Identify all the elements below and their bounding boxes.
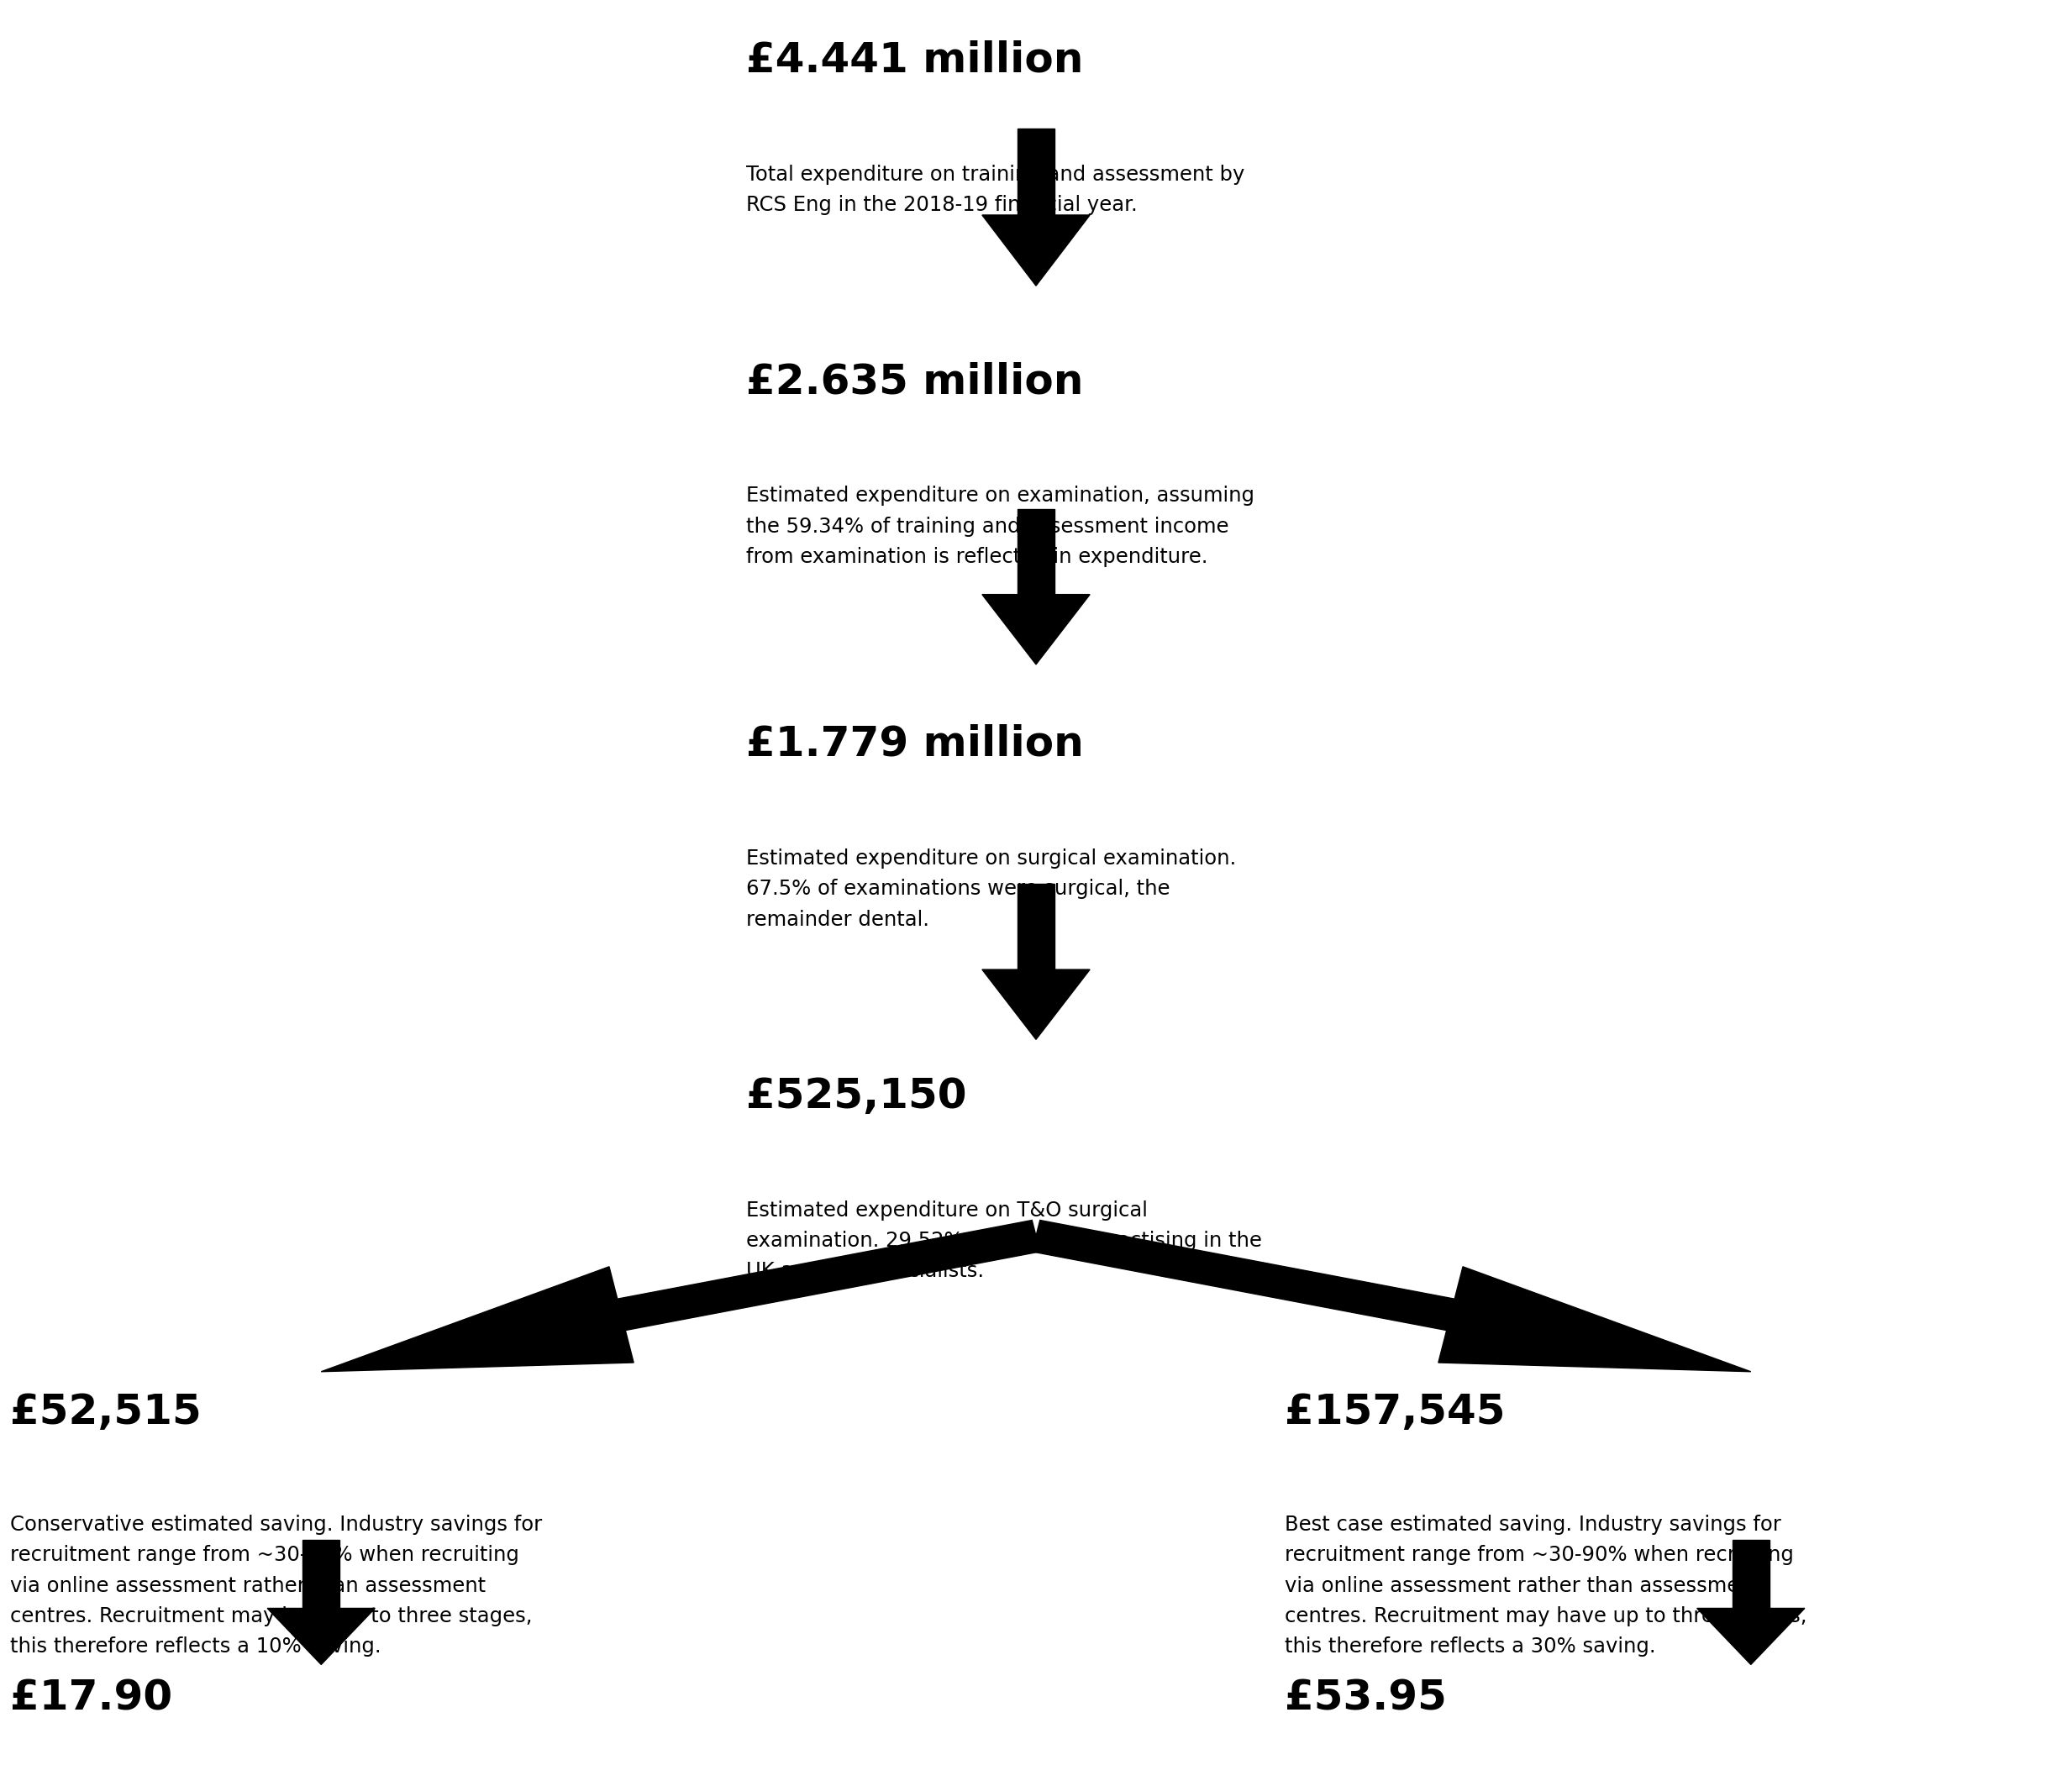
Text: £53.95: £53.95	[1285, 1677, 1446, 1718]
Text: £2.635 million: £2.635 million	[746, 361, 1084, 402]
Text: £17.90: £17.90	[10, 1677, 172, 1718]
Bar	[1732, 1540, 1769, 1607]
Polygon shape	[1697, 1607, 1805, 1665]
Text: Best case estimated saving. Industry savings for
recruitment range from ~30-90% : Best case estimated saving. Industry sav…	[1285, 1515, 1807, 1657]
Polygon shape	[982, 595, 1090, 664]
Text: Estimated expenditure on examination, assuming
the 59.34% of training and assess: Estimated expenditure on examination, as…	[746, 486, 1254, 566]
Polygon shape	[617, 1220, 1040, 1331]
Bar	[1017, 884, 1055, 970]
Polygon shape	[1032, 1220, 1455, 1331]
Polygon shape	[982, 970, 1090, 1039]
Polygon shape	[1438, 1266, 1751, 1372]
Text: Estimated expenditure on T&O surgical
examination. 29.52% of surgeons practising: Estimated expenditure on T&O surgical ex…	[746, 1200, 1262, 1281]
Polygon shape	[267, 1607, 375, 1665]
Text: £1.779 million: £1.779 million	[746, 723, 1084, 764]
Text: Total expenditure on training and assessment by
RCS Eng in the 2018-19 financial: Total expenditure on training and assess…	[746, 164, 1245, 214]
Text: Estimated expenditure on surgical examination.
67.5% of examinations were surgic: Estimated expenditure on surgical examin…	[746, 848, 1237, 929]
Polygon shape	[321, 1266, 634, 1372]
Bar	[1017, 129, 1055, 214]
Text: £52,515: £52,515	[10, 1391, 201, 1432]
Bar	[303, 1540, 340, 1607]
Text: Conservative estimated saving. Industry savings for
recruitment range from ~30-9: Conservative estimated saving. Industry …	[10, 1515, 543, 1657]
Text: £4.441 million: £4.441 million	[746, 39, 1084, 80]
Bar	[1017, 509, 1055, 595]
Text: £525,150: £525,150	[746, 1075, 966, 1116]
Text: £157,545: £157,545	[1285, 1391, 1504, 1432]
Polygon shape	[982, 214, 1090, 286]
